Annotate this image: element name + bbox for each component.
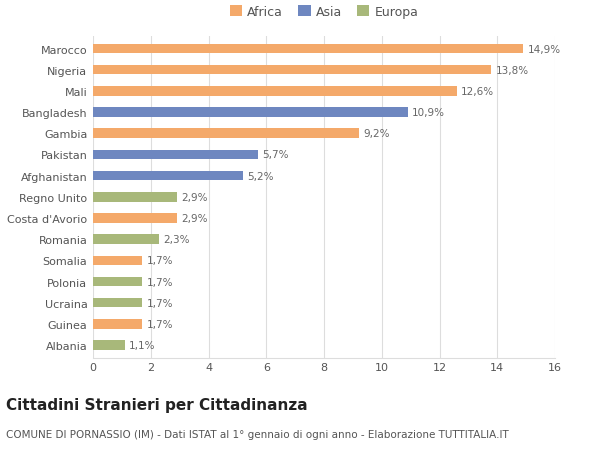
Bar (93, 172, 243, 181)
Text: 2,9%: 2,9% (181, 192, 208, 202)
Legend: Africa, Asia, Europa: Africa, Asia, Europa (225, 1, 423, 24)
Bar (93, 45, 523, 54)
Bar (93, 256, 142, 266)
Text: 5,2%: 5,2% (247, 171, 274, 181)
Bar (93, 341, 125, 350)
Bar (93, 319, 142, 329)
Text: COMUNE DI PORNASSIO (IM) - Dati ISTAT al 1° gennaio di ogni anno - Elaborazione : COMUNE DI PORNASSIO (IM) - Dati ISTAT al… (6, 429, 509, 439)
Bar (93, 298, 142, 308)
Text: 2,9%: 2,9% (181, 213, 208, 224)
Bar (93, 108, 408, 118)
Bar (93, 87, 457, 96)
Text: 5,7%: 5,7% (262, 150, 289, 160)
Bar (93, 193, 177, 202)
Text: 12,6%: 12,6% (461, 87, 494, 97)
Text: 2,3%: 2,3% (164, 235, 190, 245)
Text: 14,9%: 14,9% (527, 45, 560, 55)
Text: 1,7%: 1,7% (146, 319, 173, 329)
Text: 1,7%: 1,7% (146, 277, 173, 287)
Bar (93, 129, 359, 139)
Bar (93, 66, 491, 75)
Text: 1,1%: 1,1% (129, 340, 155, 350)
Text: 1,7%: 1,7% (146, 298, 173, 308)
Bar (93, 214, 177, 223)
Bar (93, 277, 142, 287)
Text: 1,7%: 1,7% (146, 256, 173, 266)
Text: 9,2%: 9,2% (363, 129, 389, 139)
Bar (93, 235, 160, 244)
Text: 13,8%: 13,8% (496, 66, 529, 76)
Text: 10,9%: 10,9% (412, 108, 445, 118)
Text: Cittadini Stranieri per Cittadinanza: Cittadini Stranieri per Cittadinanza (6, 397, 308, 412)
Bar (93, 151, 257, 160)
